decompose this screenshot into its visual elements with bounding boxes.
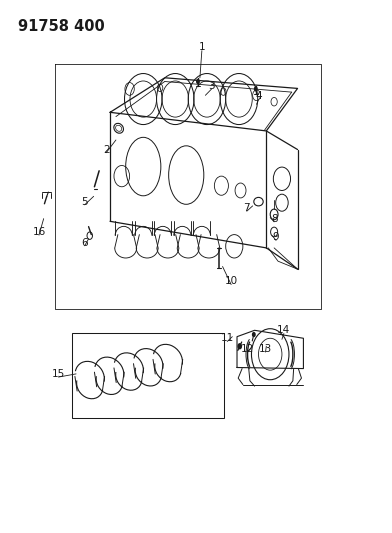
Text: 1: 1	[198, 43, 205, 52]
Text: 5: 5	[82, 197, 88, 207]
Text: 14: 14	[277, 325, 290, 335]
Circle shape	[196, 79, 200, 84]
Text: 10: 10	[225, 277, 238, 286]
Text: 2: 2	[103, 144, 109, 155]
Text: 6: 6	[82, 238, 88, 247]
Text: 12: 12	[241, 344, 254, 354]
Text: 16: 16	[33, 227, 45, 237]
Text: 13: 13	[259, 344, 272, 354]
Bar	[72, 333, 224, 418]
Text: 9: 9	[273, 232, 279, 243]
Text: 15: 15	[52, 369, 65, 379]
Text: 8: 8	[271, 214, 278, 224]
Circle shape	[238, 343, 242, 350]
Circle shape	[252, 332, 256, 337]
Text: 91758 400: 91758 400	[18, 19, 105, 34]
Text: 4: 4	[255, 91, 262, 101]
Circle shape	[254, 86, 258, 92]
Text: 7: 7	[243, 203, 250, 213]
Text: 11: 11	[221, 333, 234, 343]
Text: 3: 3	[208, 81, 215, 91]
